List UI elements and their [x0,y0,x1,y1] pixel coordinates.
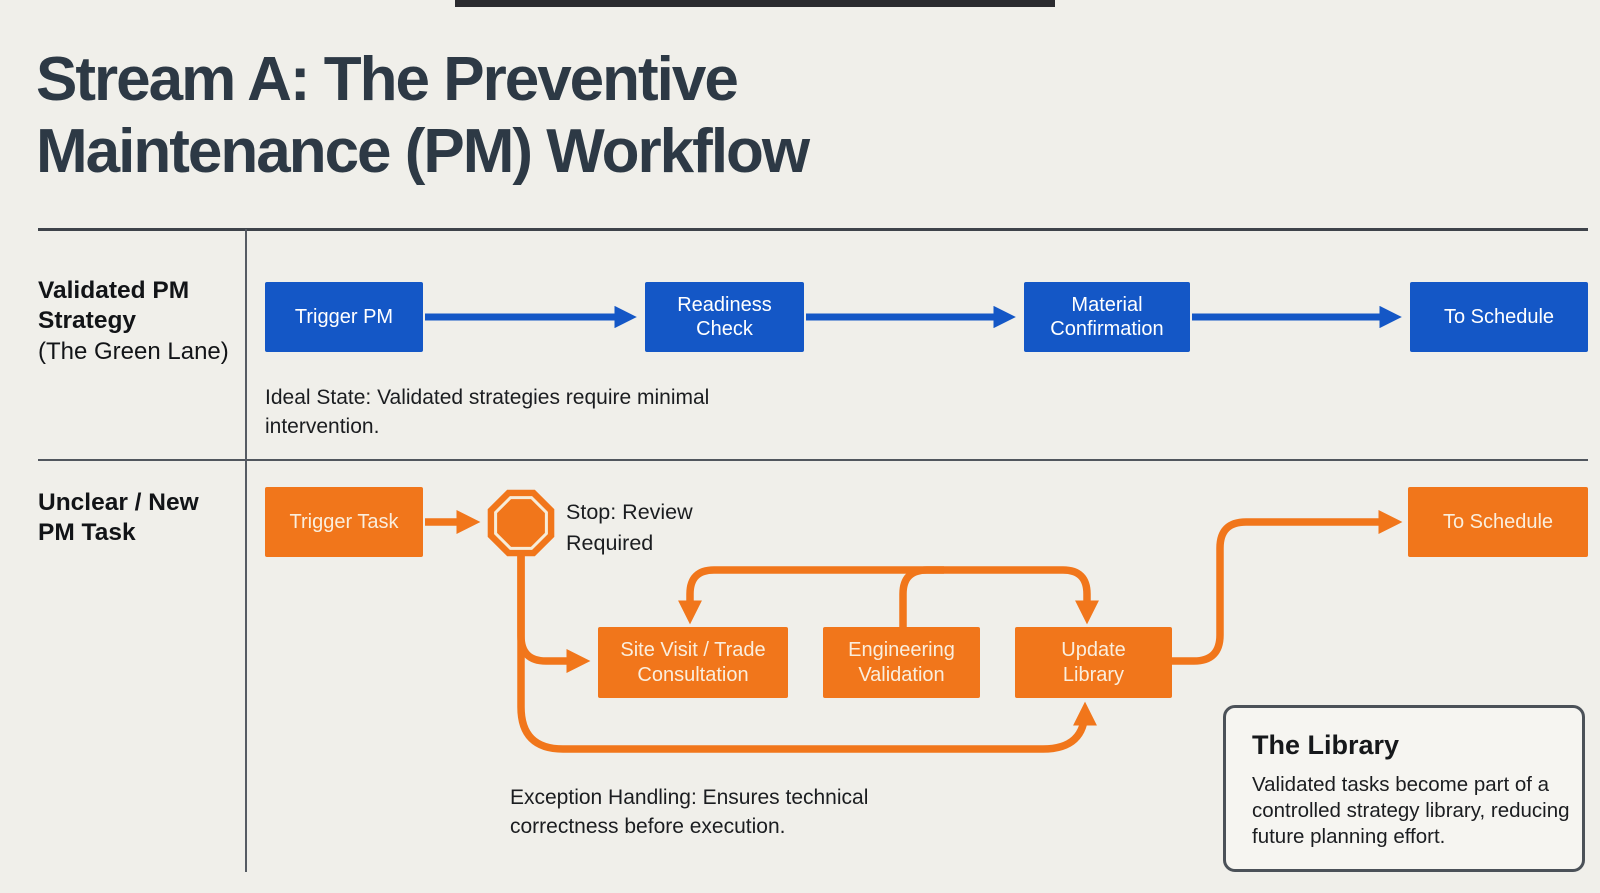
top-edge-bar [455,0,1055,7]
page-title-line2: Maintenance (PM) Workflow [36,117,810,186]
page-title-line1: Stream A: The Preventive [36,45,739,114]
validated-lane-caption: Ideal State: Validated strategies requir… [265,386,710,438]
arrow-updatelibrary-schedule [1172,509,1403,665]
stop-octagon-icon [487,489,555,557]
library-note-body: Validated tasks become part of a control… [1252,773,1570,848]
bracket-review-loop [677,566,1100,625]
node-to-schedule-unclear: To Schedule [1408,487,1588,557]
arrow-stop-sitevisit [517,552,591,674]
lane-unclear-label: Unclear / New PM Task [38,489,199,546]
header-divider [38,228,1588,231]
page-title: Stream A: The Preventive Maintenance (PM… [36,44,1016,188]
exception-handling-caption: Exception Handling: Ensures technical co… [510,786,869,838]
node-trigger-task-label: Trigger Task [289,510,399,533]
node-to-schedule-validated-label: To Schedule [1443,305,1555,328]
node-readiness-check-label: Readiness Check [677,293,772,340]
node-update-library-label: Update Library [1061,639,1126,686]
stop-review-note: Stop: Review Required [566,500,693,555]
lane-validated-label: Validated PM Strategy [38,277,190,334]
node-site-visit-label: Site Visit / Trade Consultation [620,639,766,686]
node-material-confirmation: Material Confirmation [1024,282,1190,352]
node-site-visit: Site Visit / Trade Consultation [598,627,788,698]
node-engineering-validation: Engineering Validation [823,627,980,698]
node-update-library: Update Library [1015,627,1172,698]
library-note-title: The Library [1252,730,1400,760]
connector-engineering-bracket [899,566,944,629]
node-trigger-task: Trigger Task [265,487,423,557]
arrow-bypass-updatelibrary [517,552,1097,753]
lane-validated-sublabel: (The Green Lane) [38,338,229,365]
library-note-card: The Library Validated tasks become part … [1223,705,1585,872]
label-column-divider [245,229,247,872]
node-material-confirmation-label: Material Confirmation [1050,293,1164,340]
node-to-schedule-validated: To Schedule [1410,282,1588,352]
lane-divider [38,459,1588,461]
stop-octagon-fill [487,489,555,557]
node-trigger-pm: Trigger PM [265,282,423,352]
node-engineering-validation-label: Engineering Validation [848,639,955,686]
node-trigger-pm-label: Trigger PM [294,305,394,328]
node-readiness-check: Readiness Check [645,282,804,352]
node-to-schedule-unclear-label: To Schedule [1442,510,1554,533]
stop-octagon-ring [494,496,548,550]
